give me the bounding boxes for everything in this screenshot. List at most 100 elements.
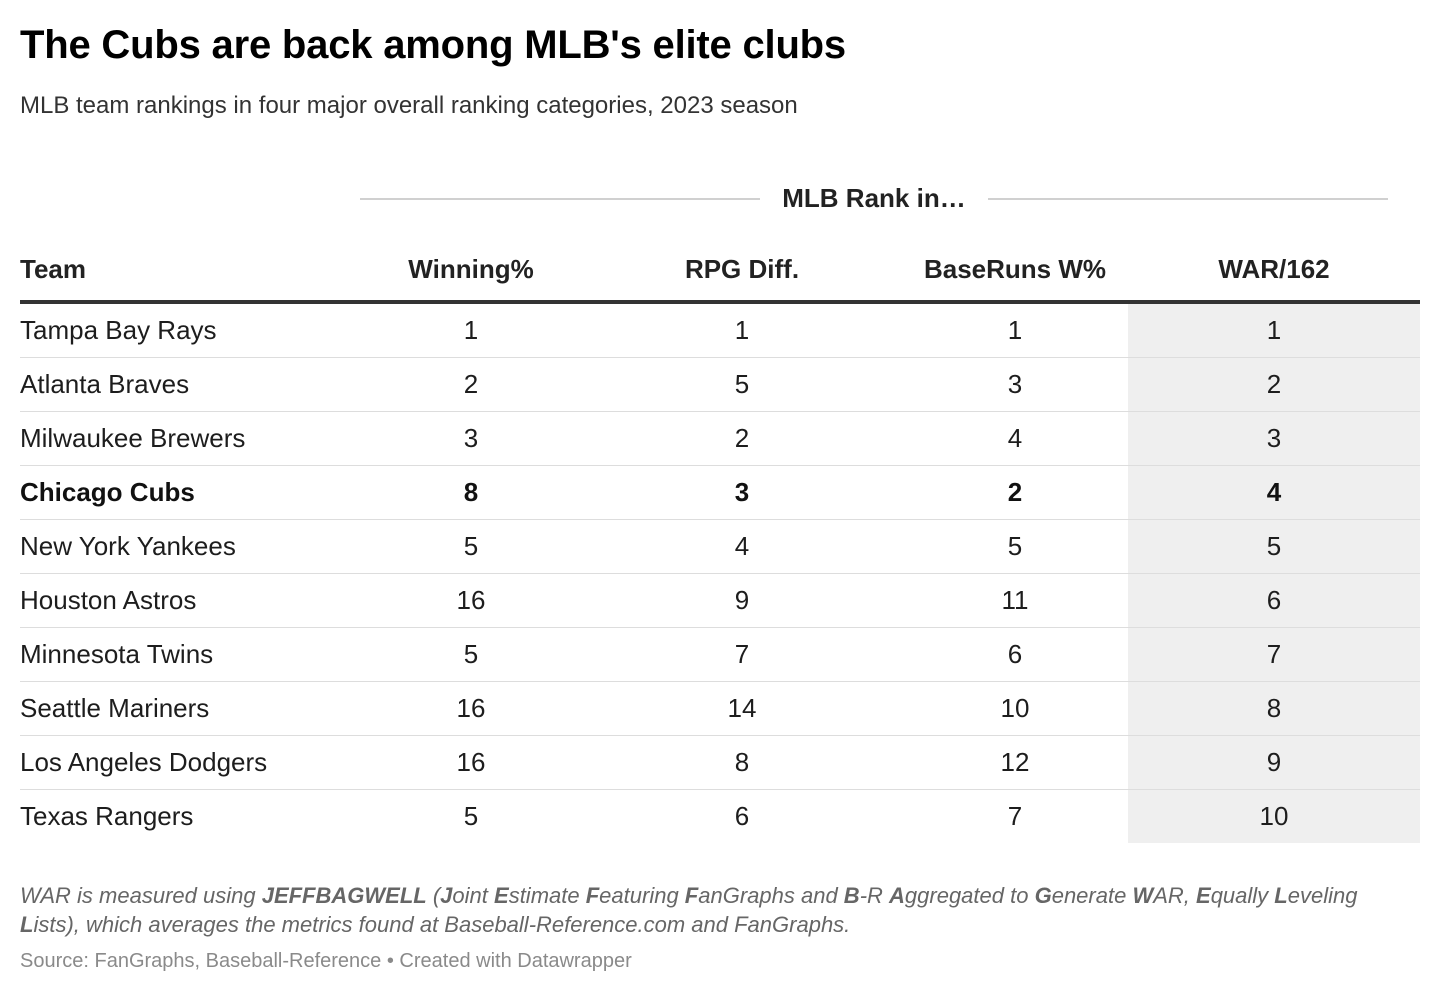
note-intro: WAR is measured using <box>20 883 262 908</box>
note-initial: L <box>1274 883 1288 908</box>
column-header-rpg-diff: RPG Diff. <box>582 238 902 304</box>
table-row: Texas Rangers 5 6 7 10 <box>20 789 1420 843</box>
baseruns-wpct-rank-cell: 3 <box>902 357 1128 412</box>
note-initial: E <box>494 883 509 908</box>
note-initial: W <box>1132 883 1154 908</box>
table-row: Houston Astros 16 9 11 6 <box>20 573 1420 628</box>
war-162-rank-cell: 10 <box>1128 789 1420 843</box>
note-text: ggregated to <box>904 883 1035 908</box>
column-header-war-162: WAR/162 <box>1128 238 1420 304</box>
column-header-baseruns-wpct: BaseRuns W% <box>902 238 1128 304</box>
note-text: anGraphs and <box>698 883 844 908</box>
group-header-label: MLB Rank in… <box>782 183 966 213</box>
baseruns-wpct-rank-cell: 10 <box>902 681 1128 736</box>
note-text: ists), which averages the metrics found … <box>33 912 851 937</box>
table-row: Atlanta Braves 2 5 3 2 <box>20 357 1420 412</box>
war-162-rank-cell: 1 <box>1128 302 1420 358</box>
baseruns-wpct-rank-cell: 1 <box>902 302 1128 358</box>
methodology-note: WAR is measured using JEFFBAGWELL (Joint… <box>20 881 1420 939</box>
note-initial: L <box>20 912 34 937</box>
team-name-cell: Houston Astros <box>20 573 360 628</box>
table-row: Seattle Mariners 16 14 10 8 <box>20 681 1420 736</box>
winning-pct-rank-cell: 5 <box>360 519 582 574</box>
team-name-cell: Los Angeles Dodgers <box>20 735 360 790</box>
rpg-diff-rank-cell: 1 <box>582 302 902 358</box>
baseruns-wpct-rank-cell: 7 <box>1007 801 1023 831</box>
note-initial: F <box>684 883 699 908</box>
note-initial: A <box>889 883 905 908</box>
table-body: Tampa Bay Rays 1 1 1 1 Atlanta Braves 2 5 3 2 Milw… <box>20 302 1420 843</box>
note-text: eaturing <box>599 883 685 908</box>
note-initial: B <box>843 883 860 908</box>
baseruns-wpct-rank-cell: 12 <box>902 735 1128 790</box>
chart-subtitle: MLB team rankings in four major overall … <box>20 92 798 119</box>
winning-pct-rank-cell: 1 <box>360 302 582 358</box>
note-text: qually <box>1210 883 1275 908</box>
rpg-diff-rank-cell: 2 <box>582 411 902 466</box>
rpg-diff-rank-cell: 14 <box>582 681 902 736</box>
winning-pct-rank-cell: 16 <box>360 735 582 790</box>
rpg-diff-rank-cell: 5 <box>582 357 902 412</box>
baseruns-wpct-rank-cell: 11 <box>902 573 1128 628</box>
rpg-diff-rank-cell: 6 <box>734 801 750 831</box>
rpg-diff-rank-cell: 9 <box>582 573 902 628</box>
team-name-cell: Seattle Mariners <box>20 681 360 736</box>
winning-pct-rank-cell: 5 <box>463 801 479 831</box>
war-162-rank-cell: 7 <box>1128 627 1420 682</box>
table-header-row: Team Winning% RPG Diff. BaseRuns W% WAR/… <box>20 238 1420 304</box>
column-header-team: Team <box>20 238 360 304</box>
chart-title: The Cubs are back among MLB's elite club… <box>20 23 846 67</box>
team-name-cell: Chicago Cubs <box>20 465 360 520</box>
source-credit: Source: FanGraphs, Baseball-Reference • … <box>20 950 632 972</box>
rpg-diff-rank-cell: 3 <box>582 465 902 520</box>
note-text: ( <box>426 883 441 908</box>
rpg-diff-rank-cell: 7 <box>582 627 902 682</box>
note-initial: E <box>1196 883 1211 908</box>
table-row: Chicago Cubs 8 3 2 4 <box>20 465 1420 520</box>
note-initial: F <box>585 883 600 908</box>
team-name-cell: Minnesota Twins <box>20 627 360 682</box>
baseruns-wpct-rank-cell: 6 <box>902 627 1128 682</box>
note-text: eveling <box>1287 883 1358 908</box>
note-text: -R <box>859 883 890 908</box>
winning-pct-rank-cell: 5 <box>360 627 582 682</box>
note-initial: G <box>1034 883 1052 908</box>
table-row: Milwaukee Brewers 3 2 4 3 <box>20 411 1420 466</box>
note-text: stimate <box>508 883 586 908</box>
team-name-cell: Milwaukee Brewers <box>20 411 360 466</box>
group-rule-right <box>988 198 1388 200</box>
note-text: enerate <box>1051 883 1133 908</box>
team-name-cell: Tampa Bay Rays <box>20 302 360 358</box>
war-162-rank-cell: 8 <box>1128 681 1420 736</box>
table-row: Tampa Bay Rays 1 1 1 1 <box>20 302 1420 358</box>
team-name-cell: Atlanta Braves <box>20 357 360 412</box>
table-row: Los Angeles Dodgers 16 8 12 9 <box>20 735 1420 790</box>
war-162-rank-cell: 4 <box>1128 465 1420 520</box>
war-162-rank-cell: 2 <box>1128 357 1420 412</box>
note-text: oint <box>452 883 494 908</box>
baseruns-wpct-rank-cell: 4 <box>902 411 1128 466</box>
team-name-cell: Texas Rangers <box>20 801 194 831</box>
group-rule-left <box>360 198 760 200</box>
war-162-rank-cell: 3 <box>1128 411 1420 466</box>
winning-pct-rank-cell: 2 <box>360 357 582 412</box>
war-162-rank-cell: 9 <box>1128 735 1420 790</box>
team-name-cell: New York Yankees <box>20 519 360 574</box>
note-acronym-expansion: (Joint Estimate Featuring FanGraphs and … <box>20 883 1357 937</box>
war-162-rank-cell: 6 <box>1128 573 1420 628</box>
table-row: New York Yankees 5 4 5 5 <box>20 519 1420 574</box>
winning-pct-rank-cell: 3 <box>360 411 582 466</box>
winning-pct-rank-cell: 16 <box>360 681 582 736</box>
note-acronym: JEFFBAGWELL <box>261 883 427 908</box>
column-header-winning-pct: Winning% <box>360 238 582 304</box>
rankings-table: Team Winning% RPG Diff. BaseRuns W% WAR/… <box>20 238 1420 843</box>
baseruns-wpct-rank-cell: 5 <box>902 519 1128 574</box>
table-row: Minnesota Twins 5 7 6 7 <box>20 627 1420 682</box>
column-group-header: MLB Rank in… <box>360 178 1388 218</box>
winning-pct-rank-cell: 16 <box>360 573 582 628</box>
rpg-diff-rank-cell: 4 <box>582 519 902 574</box>
war-162-rank-cell: 5 <box>1128 519 1420 574</box>
rpg-diff-rank-cell: 8 <box>582 735 902 790</box>
winning-pct-rank-cell: 8 <box>360 465 582 520</box>
note-initial: J <box>440 883 453 908</box>
